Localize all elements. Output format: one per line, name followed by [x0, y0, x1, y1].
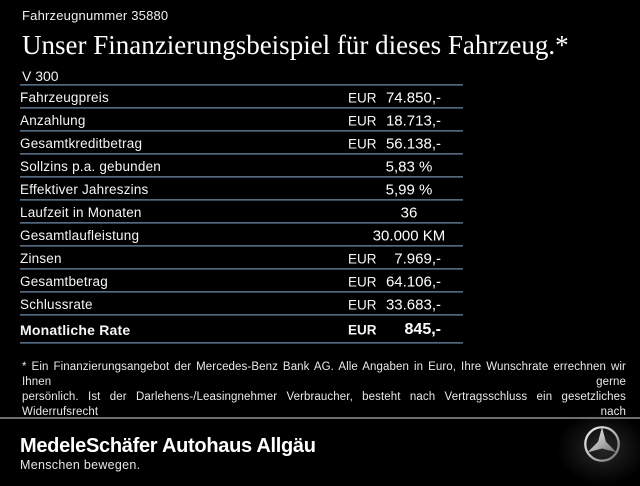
row-label: Fahrzeugpreis	[20, 90, 109, 105]
row-value-cell: EUR 7.969,-	[348, 247, 463, 270]
row-value-cell: EUR 74.850,-	[348, 86, 463, 109]
vehicle-number: Fahrzeugnummer 35880	[22, 8, 169, 23]
table-row: Anzahlung EUR 18.713,-	[20, 109, 463, 132]
currency-label: EUR	[348, 136, 377, 151]
table-row-monthly-rate: Monatliche Rate EUR 845,-	[20, 316, 463, 344]
table-row: Effektiver Jahreszins 5,99 %	[20, 178, 463, 201]
row-value: 30.000 KM	[372, 227, 446, 244]
row-label: Zinsen	[20, 251, 62, 266]
footnote-line: persönlich. Ist der Darlehens-/Leasingne…	[22, 391, 626, 418]
row-value: 845,-	[404, 321, 441, 338]
row-label: Schlussrate	[20, 297, 93, 312]
header: Fahrzeugnummer 35880 Unser Finanzierungs…	[22, 8, 630, 84]
row-value-cell: EUR 33.683,-	[348, 293, 463, 316]
row-value: 5,83 %	[385, 158, 433, 175]
table-row: Zinsen EUR 7.969,-	[20, 247, 463, 270]
currency-label: EUR	[348, 274, 377, 289]
currency-label: EUR	[348, 113, 377, 128]
row-value: 33.683,-	[385, 296, 441, 313]
vehicle-model: V 300	[22, 68, 59, 84]
row-value-cell: 36	[348, 201, 463, 224]
row-label: Sollzins p.a. gebunden	[20, 159, 162, 174]
currency-label: EUR	[348, 251, 377, 266]
table-row: Laufzeit in Monaten 36	[20, 201, 463, 224]
footer-divider	[0, 417, 640, 419]
currency-label: EUR	[348, 322, 377, 338]
row-value: 36	[400, 204, 418, 221]
row-value-cell: EUR 18.713,-	[348, 109, 463, 132]
table-top-divider	[20, 84, 463, 86]
row-label: Effektiver Jahreszins	[20, 182, 149, 197]
row-value: 64.106,-	[385, 273, 441, 290]
row-label: Gesamtlaufleistung	[20, 228, 140, 243]
dealer-name: Autohaus Allgäu	[162, 435, 316, 457]
row-label: Laufzeit in Monaten	[20, 205, 142, 220]
row-value-cell: 5,99 %	[348, 178, 463, 201]
row-label: Gesamtkreditbetrag	[20, 136, 143, 151]
row-value: 5,99 %	[385, 181, 433, 198]
row-value-cell: 30.000 KM	[348, 224, 463, 247]
row-value: 18.713,-	[385, 112, 441, 129]
mercedes-star-icon	[584, 426, 620, 462]
row-value: 56.138,-	[385, 135, 441, 152]
dealer-logo: MedeleSchäfer	[20, 435, 158, 457]
footer: MedeleSchäfer Autohaus Allgäu Menschen b…	[0, 411, 640, 486]
table-row: Schlussrate EUR 33.683,-	[20, 293, 463, 316]
table-row: Sollzins p.a. gebunden 5,83 %	[20, 155, 463, 178]
currency-label: EUR	[348, 90, 377, 105]
row-label: Gesamtbetrag	[20, 274, 108, 289]
row-value-cell: EUR 56.138,-	[348, 132, 463, 155]
row-value-cell: EUR 64.106,-	[348, 270, 463, 293]
page-title: Unser Finanzierungsbeispiel für dieses F…	[22, 30, 569, 60]
row-value-cell: EUR 845,-	[348, 316, 463, 344]
row-value-cell: 5,83 %	[348, 155, 463, 178]
row-value: 74.850,-	[385, 89, 441, 106]
row-label: Anzahlung	[20, 113, 86, 128]
table-row: Gesamtbetrag EUR 64.106,-	[20, 270, 463, 293]
footnote-line: * Ein Finanzierungsangebot der Mercedes-…	[22, 361, 626, 388]
table-row: Gesamtkreditbetrag EUR 56.138,-	[20, 132, 463, 155]
currency-label: EUR	[348, 297, 377, 312]
dealer-tagline: Menschen bewegen.	[20, 458, 141, 472]
table-row: Gesamtlaufleistung 30.000 KM	[20, 224, 463, 247]
row-label: Monatliche Rate	[20, 322, 131, 338]
row-value: 7.969,-	[394, 250, 441, 267]
financing-table: Fahrzeugpreis EUR 74.850,- Anzahlung EUR…	[20, 84, 463, 344]
table-row: Fahrzeugpreis EUR 74.850,-	[20, 86, 463, 109]
